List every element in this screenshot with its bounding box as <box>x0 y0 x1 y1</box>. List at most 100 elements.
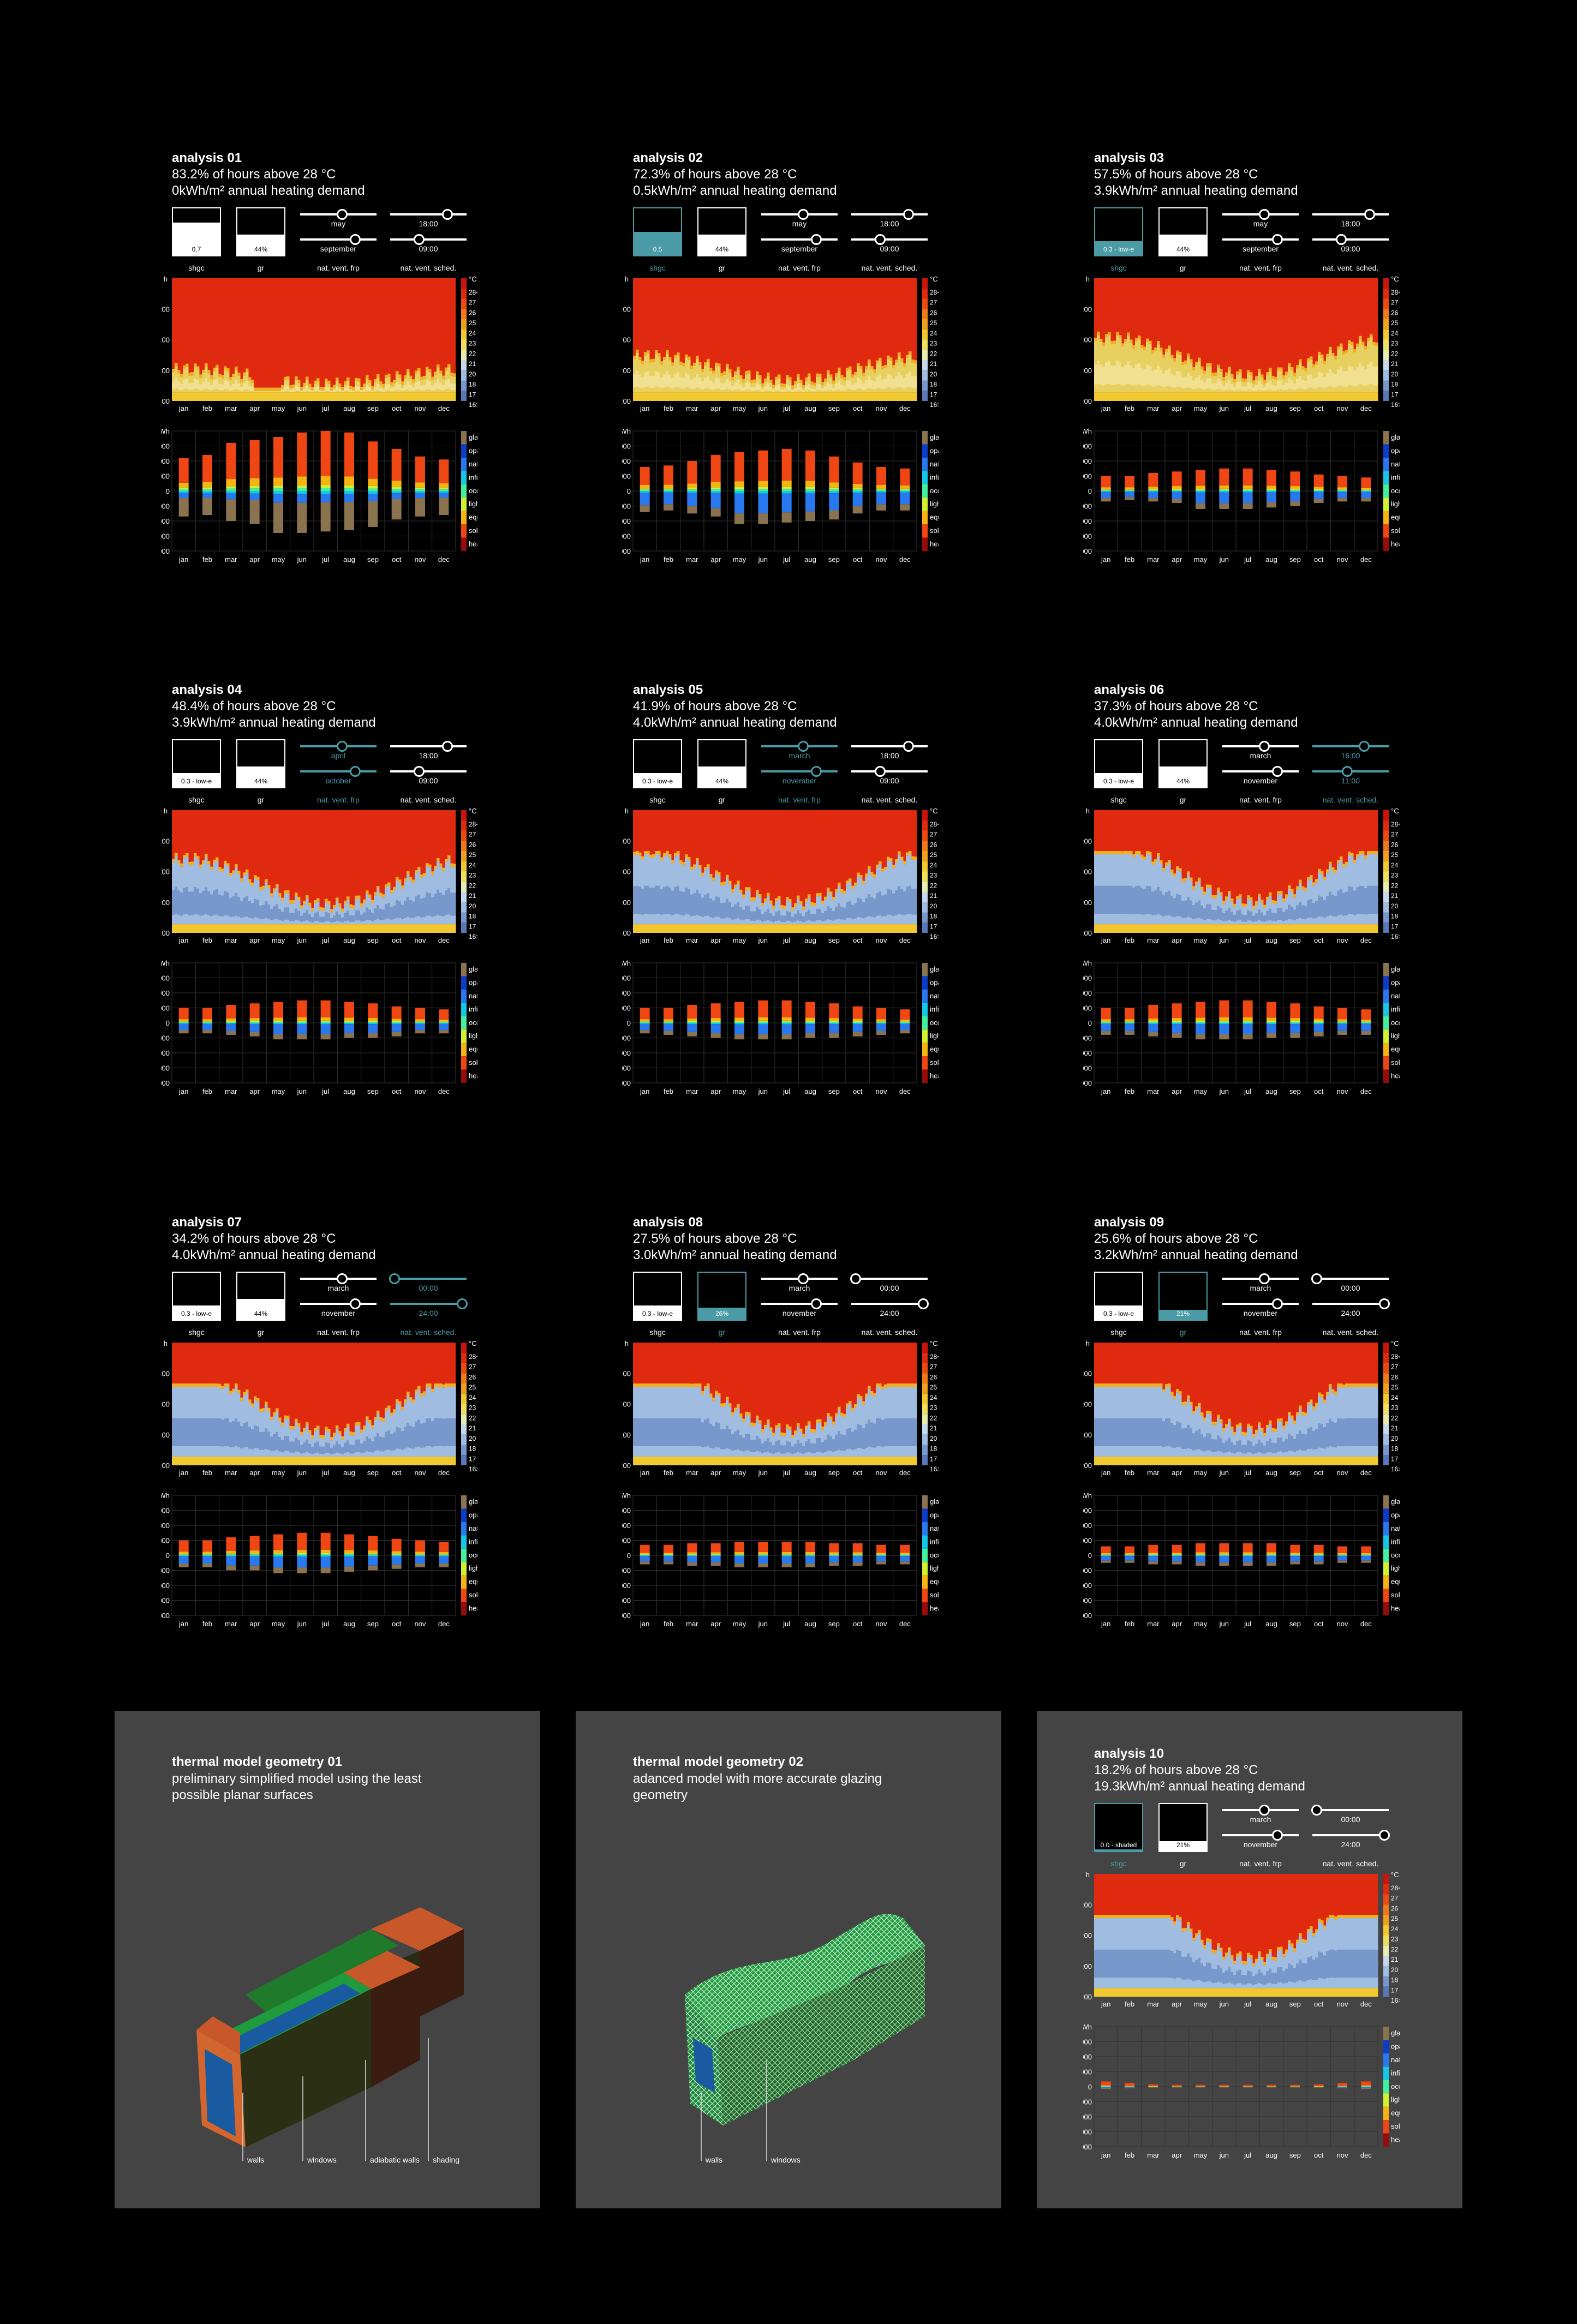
shgc-swatch[interactable]: 0.3 - low-e <box>633 1272 682 1321</box>
sched-start-slider-knob[interactable] <box>903 741 914 752</box>
heatmap-edge <box>745 371 748 375</box>
sched-end-slider-knob[interactable] <box>917 1298 929 1309</box>
frp-start-slider-knob[interactable] <box>1259 741 1270 752</box>
legend-swatch <box>461 1495 467 1509</box>
scale-label: 18 <box>930 913 937 920</box>
sched-end-slider[interactable] <box>390 1298 468 1309</box>
frp-start-slider-knob[interactable] <box>798 1273 809 1284</box>
frp-start-slider[interactable] <box>1222 741 1299 752</box>
frp-start-slider[interactable] <box>761 1273 838 1284</box>
sched-start-slider[interactable] <box>851 209 928 220</box>
frp-start-slider-knob[interactable] <box>337 741 348 752</box>
frp-end-slider[interactable] <box>761 1298 838 1309</box>
sched-end-slider-knob[interactable] <box>414 766 425 777</box>
sched-start-slider-knob[interactable] <box>850 1273 862 1284</box>
sched-end-slider[interactable] <box>1312 766 1389 777</box>
sched-start-slider-knob[interactable] <box>903 209 914 220</box>
shgc-swatch[interactable]: 0.3 - low-e <box>1094 207 1143 256</box>
frp-end-slider[interactable] <box>300 1298 377 1309</box>
sched-start-slider[interactable] <box>390 209 467 220</box>
sched-end-slider[interactable] <box>851 234 928 245</box>
heatmap-morning <box>1143 924 1146 933</box>
heatmap-morning <box>382 1457 385 1465</box>
bar-positive-jun <box>297 1020 307 1022</box>
frp-start-slider[interactable] <box>761 209 838 220</box>
sched-start-slider[interactable] <box>389 1273 467 1284</box>
sched-end-slider[interactable] <box>851 1298 929 1309</box>
heatmap-mid-band <box>1271 913 1275 921</box>
gr-swatch[interactable]: 44% <box>697 207 746 256</box>
sched-start-slider[interactable] <box>850 1273 928 1284</box>
scale-swatch <box>461 871 467 882</box>
sched-end-slider-knob[interactable] <box>414 234 425 245</box>
gr-swatch[interactable]: 44% <box>1158 739 1208 788</box>
frp-end-slider[interactable] <box>761 766 838 777</box>
sched-end-slider-knob[interactable] <box>875 234 886 245</box>
heatmap-edge <box>707 1383 710 1387</box>
gr-swatch[interactable]: 26% <box>697 1272 746 1321</box>
shgc-swatch[interactable]: 0.3 - low-e <box>172 1272 221 1321</box>
sched-start-slider[interactable] <box>1312 741 1389 752</box>
frp-start-slider-knob[interactable] <box>798 209 809 220</box>
frp-end-slider-knob[interactable] <box>810 234 822 245</box>
sched-end-slider[interactable] <box>390 766 467 777</box>
frp-end-slider[interactable] <box>300 234 377 245</box>
gr-swatch[interactable]: 44% <box>697 739 746 788</box>
frp-end-slider-knob[interactable] <box>810 1298 822 1309</box>
sched-end-slider-knob[interactable] <box>456 1298 468 1309</box>
shgc-swatch[interactable]: 0.3 - low-e <box>1094 739 1143 788</box>
frp-start-slider-knob[interactable] <box>337 1273 348 1284</box>
gr-value: 44% <box>715 777 729 785</box>
gr-swatch[interactable]: 44% <box>236 1272 285 1321</box>
heatmap-edge <box>434 1383 437 1387</box>
sched-end-slider[interactable] <box>1312 234 1389 245</box>
shgc-swatch[interactable]: 0.7 <box>172 207 221 256</box>
frp-end-slider-knob[interactable] <box>349 766 361 777</box>
frp-start-slider[interactable] <box>300 1273 377 1284</box>
heatmap-morning <box>371 924 374 933</box>
frp-end-slider-knob[interactable] <box>349 234 361 245</box>
gr-swatch[interactable]: 44% <box>1158 207 1208 256</box>
frp-start-slider[interactable] <box>300 209 377 220</box>
shgc-swatch[interactable]: 0.3 - low-e <box>172 739 221 788</box>
frp-end-slider-knob[interactable] <box>1271 234 1283 245</box>
sched-start-slider-knob[interactable] <box>389 1273 401 1284</box>
sched-end-slider[interactable] <box>851 766 928 777</box>
sched-start-slider-knob[interactable] <box>442 209 453 220</box>
gr-swatch[interactable]: 44% <box>236 739 285 788</box>
frp-start-slider-knob[interactable] <box>1259 209 1270 220</box>
sched-start-slider[interactable] <box>851 741 928 752</box>
sched-start-slider-knob[interactable] <box>442 741 453 752</box>
frp-end-slider[interactable] <box>761 234 838 245</box>
sched-end-slider-knob[interactable] <box>1336 234 1347 245</box>
frp-end-slider-knob[interactable] <box>1271 766 1283 777</box>
shgc-swatch[interactable]: 0.5 <box>633 207 682 256</box>
heatmap-edge <box>382 384 385 387</box>
frp-end-slider[interactable] <box>1222 766 1299 777</box>
scale-swatch <box>1383 851 1389 861</box>
heatmap-edge <box>909 1383 912 1387</box>
sched-start-slider[interactable] <box>1312 209 1389 220</box>
frp-start-slider-knob[interactable] <box>798 741 809 752</box>
sched-end-slider[interactable] <box>390 234 467 245</box>
frp-end-slider-knob[interactable] <box>810 766 822 777</box>
sched-start-slider-knob[interactable] <box>1359 741 1370 752</box>
heatmap-mid-band <box>832 387 835 391</box>
sched-start-slider-knob[interactable] <box>1364 209 1375 220</box>
frp-end-slider[interactable] <box>300 766 377 777</box>
heatmap-edge <box>286 890 290 894</box>
bar-ytick: -3000 <box>1083 532 1092 541</box>
gr-swatch[interactable]: 44% <box>236 207 285 256</box>
heatmap-morning <box>843 924 846 933</box>
sched-end-slider-knob[interactable] <box>1342 766 1353 777</box>
frp-start-slider[interactable] <box>1222 209 1299 220</box>
frp-start-slider[interactable] <box>300 741 377 752</box>
frp-start-slider[interactable] <box>761 741 838 752</box>
frp-end-slider-knob[interactable] <box>349 1298 361 1309</box>
bar-month-tick: jul <box>321 555 329 564</box>
shgc-swatch[interactable]: 0.3 - low-e <box>633 739 682 788</box>
frp-start-slider-knob[interactable] <box>337 209 348 220</box>
sched-start-slider[interactable] <box>390 741 467 752</box>
frp-end-slider[interactable] <box>1222 234 1299 245</box>
sched-end-slider-knob[interactable] <box>875 766 886 777</box>
